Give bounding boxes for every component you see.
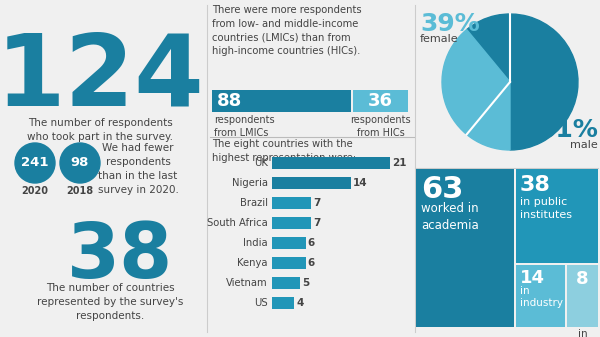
- Text: Nigeria: Nigeria: [232, 178, 268, 188]
- Text: 2020: 2020: [22, 186, 49, 196]
- Bar: [272, 257, 306, 269]
- Bar: [272, 217, 311, 229]
- Text: The eight countries with the
highest representation were:: The eight countries with the highest rep…: [212, 139, 356, 162]
- Text: 38: 38: [67, 220, 173, 294]
- Text: Vietnam: Vietnam: [226, 278, 268, 288]
- Text: We had fewer
respondents
than in the last
survey in 2020.: We had fewer respondents than in the las…: [98, 143, 178, 195]
- Text: UK: UK: [254, 158, 268, 168]
- Text: 6: 6: [308, 238, 315, 248]
- Bar: [416, 169, 514, 327]
- Text: 14: 14: [353, 178, 367, 188]
- Text: 36: 36: [368, 92, 393, 110]
- Bar: [567, 265, 598, 327]
- Text: India: India: [244, 238, 268, 248]
- Text: 6: 6: [308, 258, 315, 268]
- Text: Brazil: Brazil: [240, 198, 268, 208]
- Wedge shape: [467, 14, 578, 150]
- Bar: [272, 277, 300, 289]
- Text: respondents
from HICs: respondents from HICs: [350, 115, 411, 138]
- Bar: [516, 265, 565, 327]
- Bar: [272, 177, 350, 189]
- Bar: [272, 237, 306, 249]
- Text: There were more respondents
from low- and middle-income
countries (LMICs) than f: There were more respondents from low- an…: [212, 5, 362, 56]
- Text: 61%: 61%: [538, 118, 598, 142]
- Circle shape: [60, 143, 100, 183]
- Text: 88: 88: [217, 92, 242, 110]
- Text: 21: 21: [392, 158, 407, 168]
- Text: Kenya: Kenya: [238, 258, 268, 268]
- Text: 124: 124: [0, 30, 205, 126]
- Bar: [272, 157, 390, 169]
- Text: 7: 7: [313, 198, 321, 208]
- Text: 4: 4: [296, 298, 304, 308]
- Text: 8: 8: [576, 270, 589, 288]
- Bar: [212, 90, 351, 112]
- Text: female: female: [420, 34, 458, 44]
- Text: 5: 5: [302, 278, 310, 288]
- Wedge shape: [442, 30, 510, 150]
- Text: The number of respondents
who took part in the survey.: The number of respondents who took part …: [27, 118, 173, 142]
- Text: 7: 7: [313, 218, 321, 228]
- Text: South Africa: South Africa: [207, 218, 268, 228]
- Circle shape: [15, 143, 55, 183]
- Text: The number of countries
represented by the survey's
respondents.: The number of countries represented by t…: [37, 283, 183, 321]
- Text: in public
institutes: in public institutes: [520, 197, 572, 220]
- Bar: [516, 169, 598, 263]
- Text: 98: 98: [71, 156, 89, 170]
- Text: 63: 63: [421, 175, 463, 204]
- Text: 241: 241: [21, 156, 49, 170]
- Text: in
NGOs: in NGOs: [568, 329, 598, 337]
- Bar: [353, 90, 408, 112]
- Text: 14: 14: [520, 269, 545, 287]
- Text: male: male: [570, 140, 598, 150]
- Text: in
industry: in industry: [520, 286, 563, 308]
- Text: 2018: 2018: [67, 186, 94, 196]
- Text: respondents
from LMICs: respondents from LMICs: [214, 115, 275, 138]
- Text: US: US: [254, 298, 268, 308]
- Bar: [272, 297, 295, 309]
- Bar: [272, 197, 311, 209]
- Text: 39%: 39%: [420, 12, 480, 36]
- Text: worked in
academia: worked in academia: [421, 202, 479, 232]
- Text: 38: 38: [520, 175, 551, 195]
